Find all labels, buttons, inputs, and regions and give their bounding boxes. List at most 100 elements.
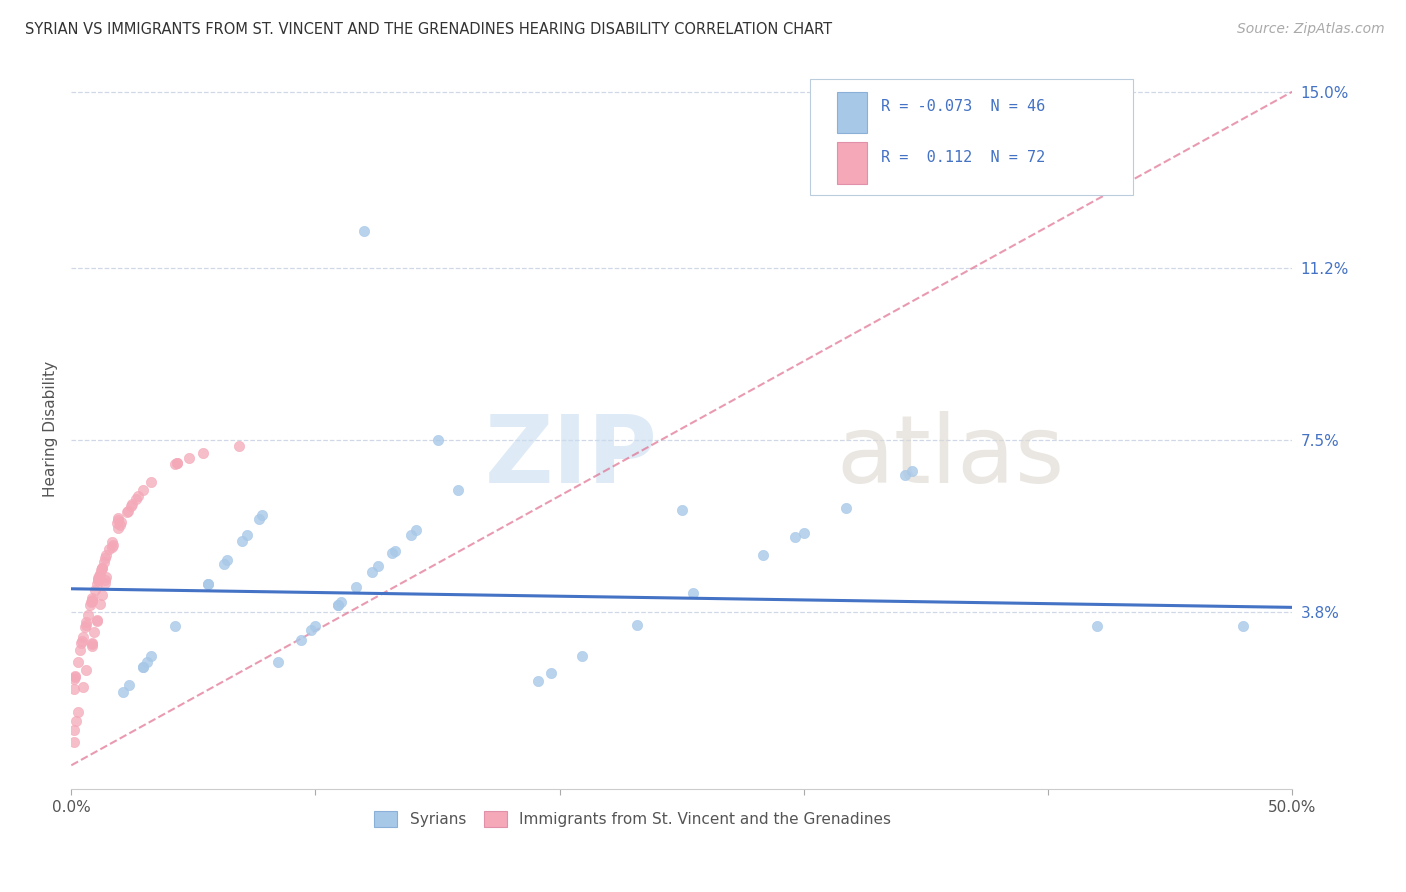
Point bbox=[304, 619, 326, 633]
Point bbox=[267, 655, 290, 669]
Point bbox=[80, 637, 103, 651]
Point bbox=[79, 599, 101, 613]
Point bbox=[571, 648, 593, 663]
Point bbox=[626, 618, 648, 632]
Point bbox=[835, 500, 858, 515]
Point bbox=[87, 569, 110, 583]
Point bbox=[91, 588, 114, 602]
Point bbox=[86, 614, 108, 628]
Text: atlas: atlas bbox=[837, 411, 1064, 503]
Point bbox=[381, 546, 404, 560]
Point bbox=[361, 565, 384, 579]
Point bbox=[66, 655, 89, 669]
Point bbox=[80, 594, 103, 608]
Point bbox=[326, 598, 349, 612]
Point bbox=[540, 665, 562, 680]
Text: R =  0.112  N = 72: R = 0.112 N = 72 bbox=[880, 150, 1045, 165]
Point bbox=[141, 475, 163, 489]
Point bbox=[793, 526, 815, 541]
Point bbox=[77, 608, 100, 623]
Point bbox=[93, 555, 115, 569]
Point bbox=[405, 523, 427, 537]
Point bbox=[62, 682, 84, 697]
Point bbox=[124, 492, 146, 507]
Text: Source: ZipAtlas.com: Source: ZipAtlas.com bbox=[1237, 22, 1385, 37]
Point bbox=[80, 595, 103, 609]
Point bbox=[384, 543, 406, 558]
Y-axis label: Hearing Disability: Hearing Disability bbox=[44, 360, 58, 497]
Point bbox=[75, 618, 97, 632]
Point bbox=[197, 577, 219, 591]
Point bbox=[115, 505, 138, 519]
Point bbox=[75, 664, 97, 678]
Point bbox=[110, 515, 132, 529]
Point bbox=[101, 540, 124, 554]
Point bbox=[87, 573, 110, 587]
Point bbox=[101, 538, 124, 552]
Point bbox=[112, 685, 135, 699]
Point bbox=[80, 639, 103, 653]
Text: R = -0.073  N = 46: R = -0.073 N = 46 bbox=[880, 99, 1045, 114]
Point bbox=[108, 517, 131, 532]
Point bbox=[132, 659, 155, 673]
Point bbox=[82, 636, 104, 650]
Point bbox=[252, 508, 274, 523]
FancyBboxPatch shape bbox=[837, 92, 868, 133]
Point bbox=[117, 504, 139, 518]
Point bbox=[120, 500, 142, 514]
Point bbox=[236, 527, 259, 541]
Point bbox=[63, 669, 86, 683]
Point bbox=[94, 574, 117, 588]
Point bbox=[132, 659, 155, 673]
Point bbox=[177, 450, 200, 465]
Point bbox=[87, 573, 110, 587]
Point bbox=[671, 503, 693, 517]
Point bbox=[66, 705, 89, 719]
Point bbox=[80, 593, 103, 607]
Point bbox=[166, 456, 188, 470]
Point bbox=[69, 642, 91, 657]
Point bbox=[63, 670, 86, 684]
Point bbox=[344, 580, 367, 594]
Text: ZIP: ZIP bbox=[485, 411, 657, 503]
Point bbox=[783, 530, 806, 544]
Point bbox=[63, 723, 86, 737]
Point bbox=[72, 630, 94, 644]
Point bbox=[682, 586, 704, 600]
Point bbox=[87, 571, 110, 585]
Point bbox=[90, 561, 112, 575]
Point bbox=[752, 548, 775, 562]
Point bbox=[212, 557, 235, 571]
Point bbox=[107, 511, 129, 525]
Point bbox=[97, 542, 120, 557]
Point bbox=[89, 566, 111, 581]
Text: SYRIAN VS IMMIGRANTS FROM ST. VINCENT AND THE GRENADINES HEARING DISABILITY CORR: SYRIAN VS IMMIGRANTS FROM ST. VINCENT AN… bbox=[25, 22, 832, 37]
Point bbox=[90, 560, 112, 574]
Point bbox=[83, 583, 105, 598]
Point bbox=[107, 516, 129, 530]
Point bbox=[93, 576, 115, 591]
Point bbox=[228, 439, 250, 453]
Point bbox=[65, 714, 87, 728]
Point bbox=[163, 619, 186, 633]
Point bbox=[70, 636, 93, 650]
Point bbox=[1232, 619, 1254, 633]
Point bbox=[166, 456, 188, 470]
Point bbox=[165, 457, 187, 471]
Point bbox=[96, 549, 118, 563]
Point bbox=[63, 672, 86, 686]
Point bbox=[89, 598, 111, 612]
Point bbox=[121, 497, 143, 511]
Point bbox=[127, 489, 149, 503]
Point bbox=[447, 483, 470, 497]
Point bbox=[90, 563, 112, 577]
Point bbox=[107, 513, 129, 527]
Point bbox=[290, 632, 312, 647]
Point bbox=[1085, 619, 1108, 633]
Point bbox=[367, 559, 389, 574]
Point bbox=[86, 576, 108, 591]
FancyBboxPatch shape bbox=[810, 79, 1133, 194]
Point bbox=[249, 512, 271, 526]
Point bbox=[527, 673, 550, 688]
Point bbox=[217, 552, 239, 566]
